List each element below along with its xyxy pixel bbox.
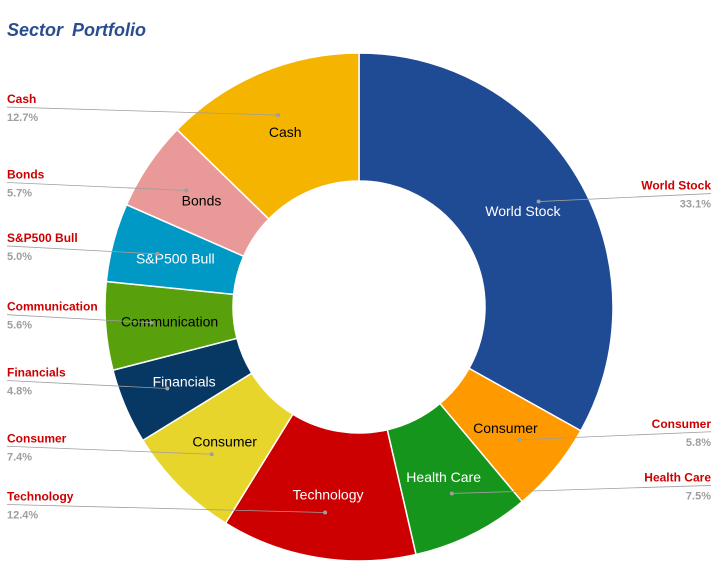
callouts-group: World Stock 33.1% Consumer 5.8% Health Care 7…: [6, 92, 712, 522]
callout-name-communication-6: Communication: [7, 300, 98, 314]
callout-value-financials-5: 4.8%: [7, 386, 32, 398]
slice-label-bonds-8: Bonds: [182, 193, 222, 209]
callout-value-world-stock-0: 33.1%: [680, 199, 711, 211]
callout-dot-technology-3: [323, 510, 328, 515]
slice-label-world-stock-0: World Stock: [485, 203, 561, 219]
callout-dot-world-stock-0: [536, 199, 541, 204]
callout-value-technology-3: 12.4%: [7, 510, 38, 522]
callout-name-bonds-8: Bonds: [7, 167, 45, 181]
slice-label-technology-3: Technology: [293, 486, 364, 502]
callout-dot-consumer-1: [517, 437, 522, 442]
callout-line-financials-5: [6, 380, 168, 389]
callout-value-health-care-2: 7.5%: [686, 490, 711, 502]
callout-value-cash-9: 12.7%: [7, 112, 38, 124]
callout-name-consumer-1: Consumer: [652, 417, 712, 431]
callout-value-consumer-4: 7.4%: [7, 451, 32, 463]
slice-label-health-care-2: Health Care: [406, 469, 481, 485]
callout-value-bonds-8: 5.7%: [7, 187, 32, 199]
callout-name-technology-3: Technology: [7, 490, 74, 504]
slice-label-cash-9: Cash: [269, 124, 302, 140]
callout-line-technology-3: [6, 504, 326, 513]
slice-label-communication-6: Communication: [121, 313, 218, 329]
chart-title: Sector Portfolio: [7, 20, 147, 40]
callout-name-financials-5: Financials: [7, 366, 66, 380]
callout-dot-bonds-8: [184, 188, 189, 193]
slices-group: [104, 52, 614, 562]
callout-name-world-stock-0: World Stock: [641, 179, 711, 193]
slice-label-consumer-4: Consumer: [192, 433, 257, 449]
callout-dot-health-care-2: [449, 491, 454, 496]
callout-line-cash-9: [6, 106, 279, 116]
callout-value-consumer-1: 5.8%: [686, 437, 711, 449]
slice-label-consumer-1: Consumer: [473, 420, 538, 436]
slice-cash-9: [176, 52, 360, 221]
callout-dot-financials-5: [165, 386, 170, 391]
callout-name-cash-9: Cash: [7, 92, 36, 106]
callout-line-health-care-2: [451, 485, 712, 494]
callout-line-communication-6: [6, 314, 152, 324]
slice-label-financials-5: Financials: [153, 373, 216, 389]
callout-line-world-stock-0: [538, 193, 712, 202]
callout-dot-consumer-4: [209, 452, 214, 457]
callout-dot-sandp500-bull-7: [155, 251, 160, 256]
callout-dot-communication-6: [149, 320, 154, 325]
callout-name-sandp500-bull-7: S&P500 Bull: [7, 231, 78, 245]
callout-value-sandp500-bull-7: 5.0%: [7, 251, 32, 263]
callout-line-consumer-1: [519, 431, 712, 441]
callout-dot-cash-9: [276, 113, 281, 118]
slice-label-sandp500-bull-7: S&P500 Bull: [136, 251, 215, 267]
callout-line-consumer-4: [6, 445, 212, 455]
callout-value-communication-6: 5.6%: [7, 320, 32, 332]
callout-name-consumer-4: Consumer: [7, 431, 67, 445]
slice-labels-group: World Stock Consumer Health Care Technology…: [121, 124, 562, 503]
callout-line-sandp500-bull-7: [6, 245, 158, 255]
callout-name-health-care-2: Health Care: [644, 470, 711, 484]
callout-line-bonds-8: [6, 182, 187, 191]
slice-world-stock-0: [358, 52, 614, 432]
